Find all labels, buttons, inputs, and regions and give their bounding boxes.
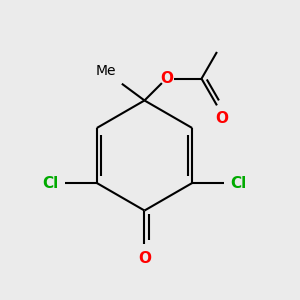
Text: O: O xyxy=(215,111,228,126)
Text: Cl: Cl xyxy=(42,176,58,190)
Text: Cl: Cl xyxy=(231,176,247,190)
Text: O: O xyxy=(160,71,173,86)
Text: O: O xyxy=(138,251,151,266)
Text: Me: Me xyxy=(96,64,116,78)
